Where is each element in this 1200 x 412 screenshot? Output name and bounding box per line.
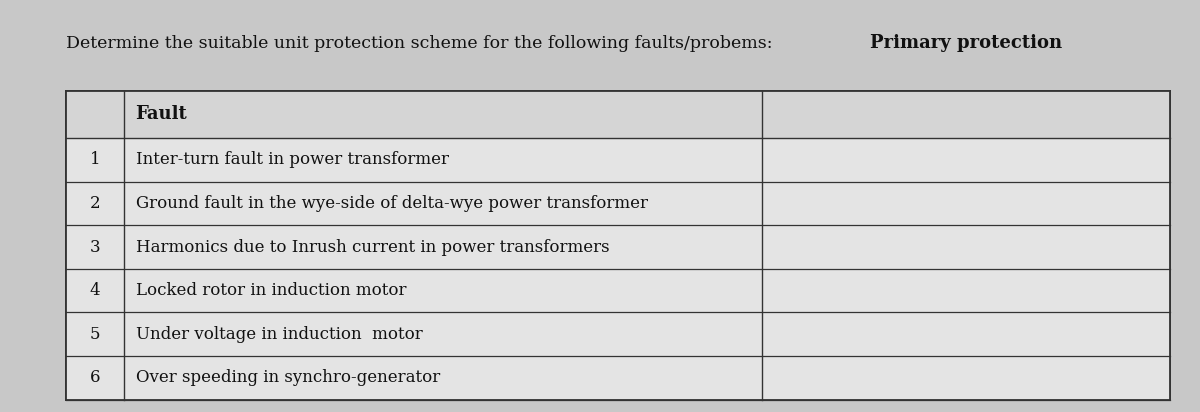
Bar [66,356,1170,400]
Text: 6: 6 [90,369,100,386]
Text: 5: 5 [90,326,100,343]
Text: Determine the suitable unit protection scheme for the following faults/probems:: Determine the suitable unit protection s… [66,35,773,52]
Text: Under voltage in induction  motor: Under voltage in induction motor [136,326,422,343]
Bar [66,182,1170,225]
Bar [66,269,1170,312]
Text: 4: 4 [90,282,100,299]
Text: Inter-turn fault in power transformer: Inter-turn fault in power transformer [136,151,449,169]
Text: 2: 2 [90,195,100,212]
Bar [66,91,1170,138]
Text: Over speeding in synchro-generator: Over speeding in synchro-generator [136,369,440,386]
Text: Harmonics due to Inrush current in power transformers: Harmonics due to Inrush current in power… [136,239,610,255]
Text: 3: 3 [90,239,100,255]
Text: 1: 1 [90,151,100,169]
Text: Primary protection: Primary protection [870,33,1062,52]
Bar [66,225,1170,269]
Text: Fault: Fault [136,105,187,123]
Text: Locked rotor in induction motor: Locked rotor in induction motor [136,282,406,299]
Bar [66,138,1170,182]
Bar [66,312,1170,356]
Text: Ground fault in the wye-side of delta-wye power transformer: Ground fault in the wye-side of delta-wy… [136,195,648,212]
Bar [66,91,1170,400]
